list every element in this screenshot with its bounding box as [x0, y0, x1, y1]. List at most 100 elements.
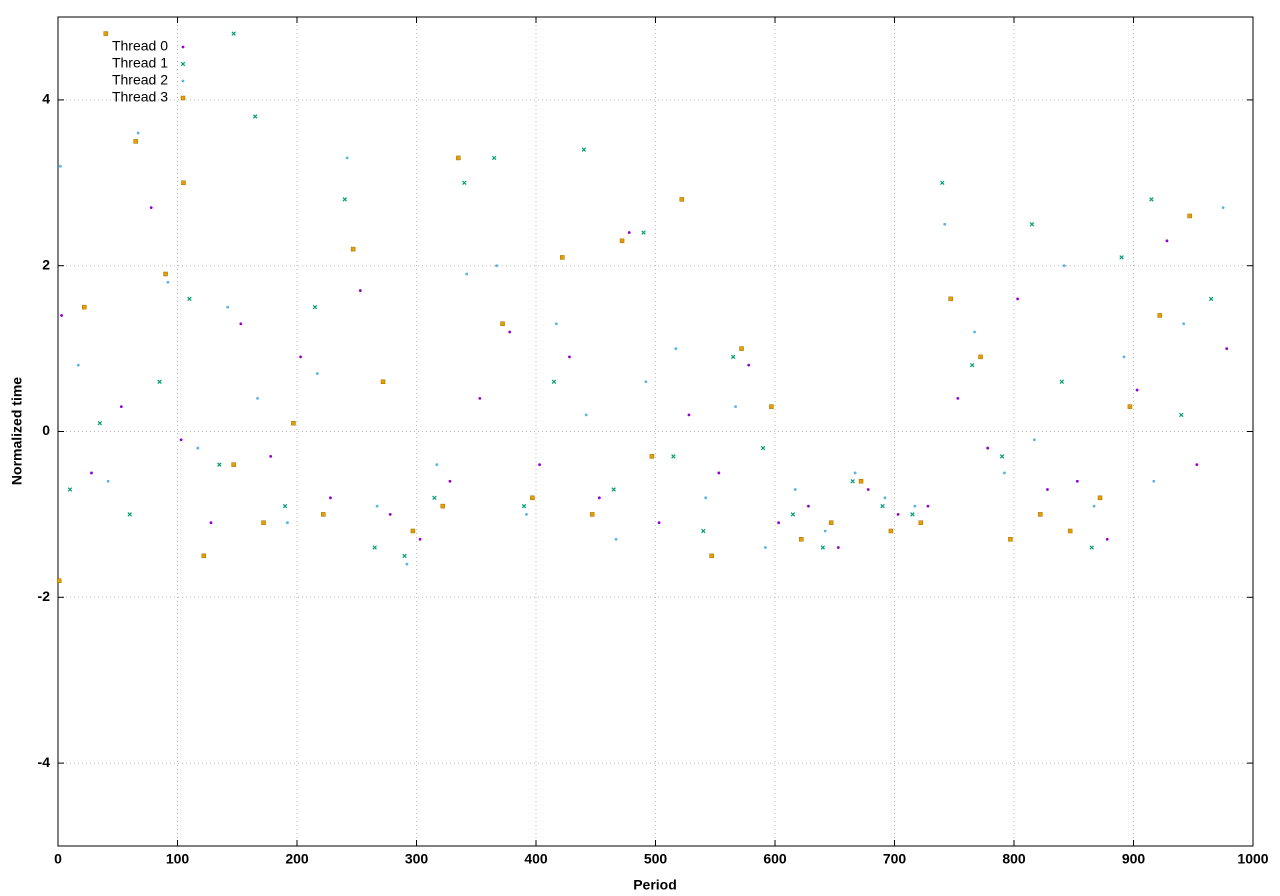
point: [1122, 355, 1126, 359]
point: [790, 512, 796, 517]
point: [209, 521, 213, 525]
point: [119, 405, 123, 409]
point: [649, 454, 655, 459]
point: [1008, 537, 1013, 542]
point: [1046, 488, 1049, 491]
x-tick-label: 900: [1122, 851, 1146, 867]
point: [201, 553, 207, 559]
point: [157, 379, 162, 384]
point: [166, 280, 170, 284]
point: [619, 238, 625, 244]
point: [948, 296, 953, 302]
point: [1208, 296, 1214, 302]
point: [568, 355, 571, 359]
point: [760, 445, 766, 451]
point: [828, 520, 834, 525]
point: [1152, 479, 1156, 483]
point: [67, 487, 73, 492]
point: [1165, 239, 1169, 243]
point: [410, 528, 416, 534]
point: [978, 354, 983, 360]
point: [315, 372, 319, 375]
legend-marker: [181, 79, 185, 83]
point: [358, 289, 362, 292]
point: [747, 363, 751, 367]
point: [375, 504, 379, 508]
point: [106, 479, 110, 483]
point: [187, 296, 192, 302]
point: [136, 131, 140, 135]
point: [679, 197, 685, 202]
point: [261, 520, 266, 525]
point: [764, 546, 767, 549]
point: [530, 495, 535, 501]
point: [701, 528, 706, 534]
y-tick-label: 4: [42, 91, 50, 107]
point: [495, 264, 498, 268]
point: [291, 420, 296, 426]
point: [1038, 512, 1043, 517]
point: [269, 454, 273, 458]
point: [641, 230, 646, 235]
point: [866, 488, 870, 491]
point: [388, 513, 392, 516]
point: [1179, 412, 1184, 418]
point: [910, 512, 915, 517]
point: [671, 454, 676, 459]
point: [943, 222, 947, 226]
point: [525, 513, 528, 516]
point: [231, 462, 236, 467]
point: [1221, 206, 1225, 210]
point: [769, 404, 774, 409]
point: [372, 545, 377, 550]
point: [709, 553, 714, 559]
point: [969, 362, 975, 368]
point: [918, 520, 924, 525]
point: [491, 155, 497, 161]
point: [299, 355, 302, 359]
point: [554, 322, 558, 326]
y-axis-label: Normalized time: [9, 377, 25, 485]
point: [836, 546, 840, 549]
point: [312, 304, 318, 310]
point: [627, 231, 631, 234]
y-tick-label: 0: [42, 422, 50, 438]
point: [1097, 495, 1103, 501]
x-tick-label: 1000: [1237, 851, 1268, 867]
point: [282, 503, 288, 509]
point: [196, 446, 200, 450]
point: [1127, 404, 1133, 409]
point: [133, 139, 138, 144]
point: [717, 471, 721, 475]
point: [880, 503, 885, 509]
point: [1157, 313, 1163, 318]
point: [239, 322, 243, 326]
point: [456, 155, 461, 161]
point: [1195, 463, 1199, 467]
y-tick-label: -2: [38, 588, 51, 604]
point: [584, 413, 588, 417]
point: [405, 562, 409, 566]
point: [103, 31, 109, 36]
legend-marker: [180, 61, 186, 67]
x-tick-label: 700: [883, 851, 907, 867]
point: [1135, 388, 1139, 392]
point: [321, 512, 326, 517]
point: [217, 462, 222, 467]
point: [926, 504, 930, 508]
point: [1062, 264, 1066, 268]
point: [820, 545, 826, 550]
point: [657, 521, 661, 525]
point: [440, 503, 446, 509]
point: [1149, 197, 1154, 202]
point: [465, 272, 469, 276]
point: [350, 246, 356, 252]
point: [1119, 255, 1124, 260]
point: [163, 271, 168, 277]
point: [888, 528, 894, 534]
point: [858, 478, 864, 484]
point: [97, 420, 103, 426]
point: [551, 379, 557, 384]
point: [1075, 479, 1079, 483]
